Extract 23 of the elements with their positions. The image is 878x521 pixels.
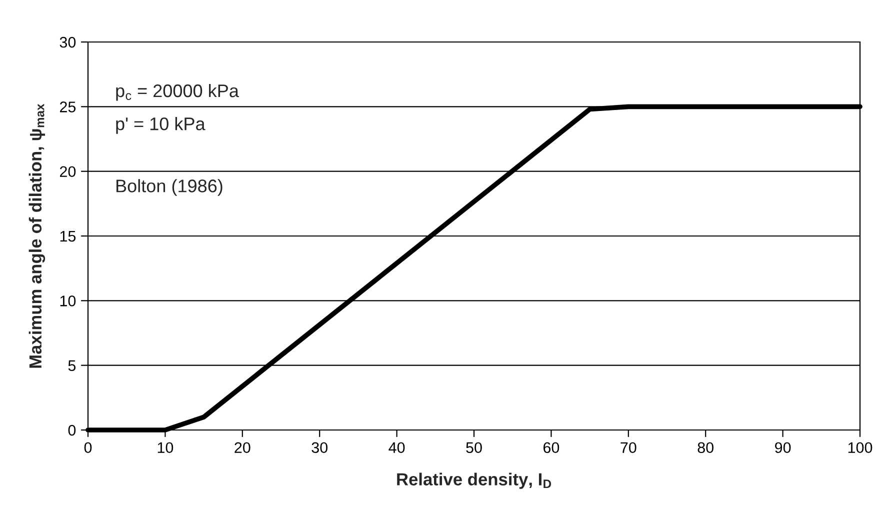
- x-tick-label: 0: [84, 442, 92, 454]
- x-tick-label: 10: [158, 442, 174, 454]
- x-tick-label: 70: [620, 442, 636, 454]
- x-tick-label: 100: [848, 442, 872, 454]
- x-tick-label: 20: [234, 442, 250, 454]
- y-tick-label: 15: [60, 231, 76, 242]
- y-tick-label: 5: [68, 360, 76, 372]
- x-tick-label: 50: [466, 442, 482, 454]
- y-tick-label: 0: [68, 424, 76, 436]
- x-tick-label: 40: [388, 442, 405, 454]
- y-tick-label: 25: [60, 102, 76, 112]
- y-tick-label: 10: [60, 296, 76, 306]
- x-tick-label: 60: [543, 442, 560, 454]
- x-tick-label: 30: [312, 442, 328, 454]
- annotation: Bolton (1986): [116, 179, 222, 196]
- x-tick-label: 90: [775, 442, 791, 454]
- y-tick-label: 30: [60, 36, 76, 48]
- annotation: p' = 10 kPa: [116, 117, 206, 134]
- annotation: p$_{c}$ = 20000 kPa: [116, 84, 239, 101]
- y-tick-label: 20: [60, 166, 76, 178]
- x-axis-title: Relative density, I$_{D}$: [397, 472, 552, 489]
- y-axis-title: Maximum angle of dilation, ψ$_{max}$: [28, 104, 46, 368]
- x-tick-label: 80: [698, 442, 714, 454]
